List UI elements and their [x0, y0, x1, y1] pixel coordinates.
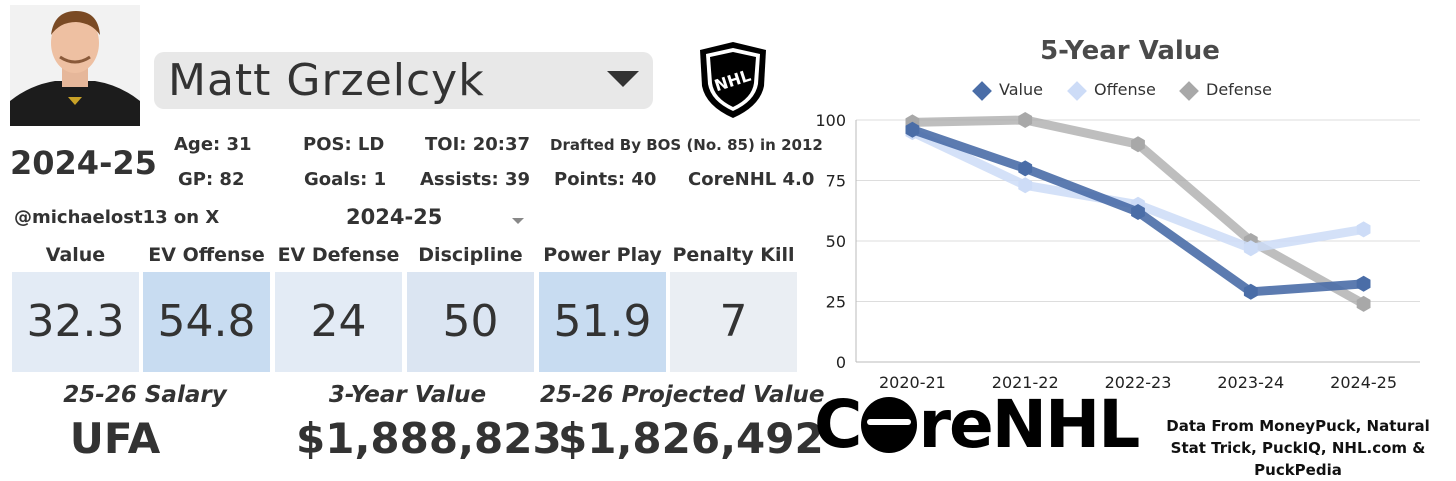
season-selector[interactable]: 2024-25 — [346, 205, 443, 229]
goals-stat: Goals: 1 — [304, 169, 387, 190]
nhl-logo: NHL — [696, 40, 770, 120]
data-point-value — [1131, 204, 1145, 220]
data-point-offense — [1356, 221, 1371, 238]
projected-value-label: 25-26 Projected Value — [540, 382, 825, 408]
data-point-defense — [1356, 295, 1371, 312]
legend-label-defense: Defense — [1206, 80, 1272, 99]
chart-title: 5-Year Value — [1040, 36, 1220, 66]
category-value-discipline: 50 — [407, 272, 534, 372]
y-tick-label: 100 — [815, 111, 846, 130]
legend-defense: Defense — [1179, 80, 1272, 101]
projected-value: $1,826,492 — [558, 414, 824, 463]
puck-icon — [861, 397, 918, 453]
legend-marker-value — [972, 80, 992, 101]
x-tick-label: 2021-22 — [992, 373, 1059, 392]
chevron-down-icon[interactable] — [512, 218, 524, 224]
data-point-value — [1018, 160, 1033, 177]
category-value-value: 32.3 — [12, 272, 139, 372]
salary-value: UFA — [69, 414, 161, 463]
player-name: Matt Grzelcyk — [168, 55, 485, 106]
x-tick-label: 2023-24 — [1217, 373, 1284, 392]
three-year-value: $1,888,823 — [296, 414, 562, 463]
legend-value: Value — [972, 80, 1043, 101]
category-label-value: Value — [45, 244, 106, 266]
five-year-value-chart: 0 25 50 75 100 2020-21 2021-22 2022-23 2023-24 20… — [815, 111, 1420, 392]
draft-info: Drafted By BOS (No. 85) in 2012 — [550, 136, 823, 154]
season-label: 2024-25 — [10, 144, 157, 182]
data-point-offense — [1018, 177, 1033, 194]
legend-label-offense: Offense — [1094, 80, 1156, 99]
age-stat: Age: 31 — [174, 134, 252, 155]
data-credit: Data From MoneyPuck, Natural Stat Trick,… — [1166, 417, 1430, 479]
category-label-discipline: Discipline — [418, 244, 523, 266]
x-tick-label: 2024-25 — [1330, 373, 1397, 392]
assists-stat: Assists: 39 — [420, 169, 531, 190]
corenhl-logo-c: C — [814, 386, 862, 463]
category-label-penalty-kill: Penalty Kill — [672, 244, 795, 266]
legend-label-value: Value — [999, 80, 1043, 99]
points-stat: Points: 40 — [554, 169, 657, 190]
data-point-value — [905, 121, 920, 138]
corenhl-rating: CoreNHL 4.0 — [688, 169, 815, 190]
chevron-down-icon[interactable] — [607, 71, 639, 87]
data-point-offense — [1243, 240, 1258, 257]
gp-stat: GP: 82 — [178, 169, 245, 190]
y-tick-label: 25 — [826, 293, 846, 312]
x-tick-label: 2022-23 — [1105, 373, 1172, 392]
player-photo — [10, 5, 140, 126]
legend-marker-offense — [1067, 80, 1087, 101]
three-year-value-label: 3-Year Value — [328, 382, 487, 408]
player-selector[interactable]: Matt Grzelcyk — [154, 52, 653, 109]
category-label-ev-offense: EV Offense — [148, 244, 265, 266]
y-tick-label: 50 — [826, 232, 846, 251]
data-point-defense — [1131, 136, 1145, 153]
data-point-value — [1356, 275, 1371, 292]
category-label-power-play: Power Play — [543, 244, 662, 266]
data-point-defense — [1018, 112, 1033, 128]
category-value-power-play: 51.9 — [539, 272, 666, 372]
legend-offense: Offense — [1067, 80, 1156, 101]
y-tick-label: 0 — [836, 353, 846, 372]
y-tick-label: 75 — [826, 172, 846, 191]
category-label-ev-defense: EV Defense — [277, 244, 400, 266]
toi-stat: TOI: 20:37 — [425, 134, 531, 155]
author-handle: @michaelost13 on X — [14, 207, 220, 228]
category-value-penalty-kill: 7 — [670, 272, 797, 372]
position-stat: POS: LD — [303, 134, 385, 155]
x-tick-label: 2020-21 — [879, 373, 946, 392]
category-value-ev-offense: 54.8 — [143, 272, 270, 372]
salary-label: 25-26 Salary — [63, 382, 227, 408]
legend-marker-defense — [1179, 80, 1199, 101]
category-value-ev-defense: 24 — [275, 272, 402, 372]
data-point-value — [1243, 283, 1258, 300]
corenhl-logo-rest: reNHL — [918, 386, 1140, 463]
